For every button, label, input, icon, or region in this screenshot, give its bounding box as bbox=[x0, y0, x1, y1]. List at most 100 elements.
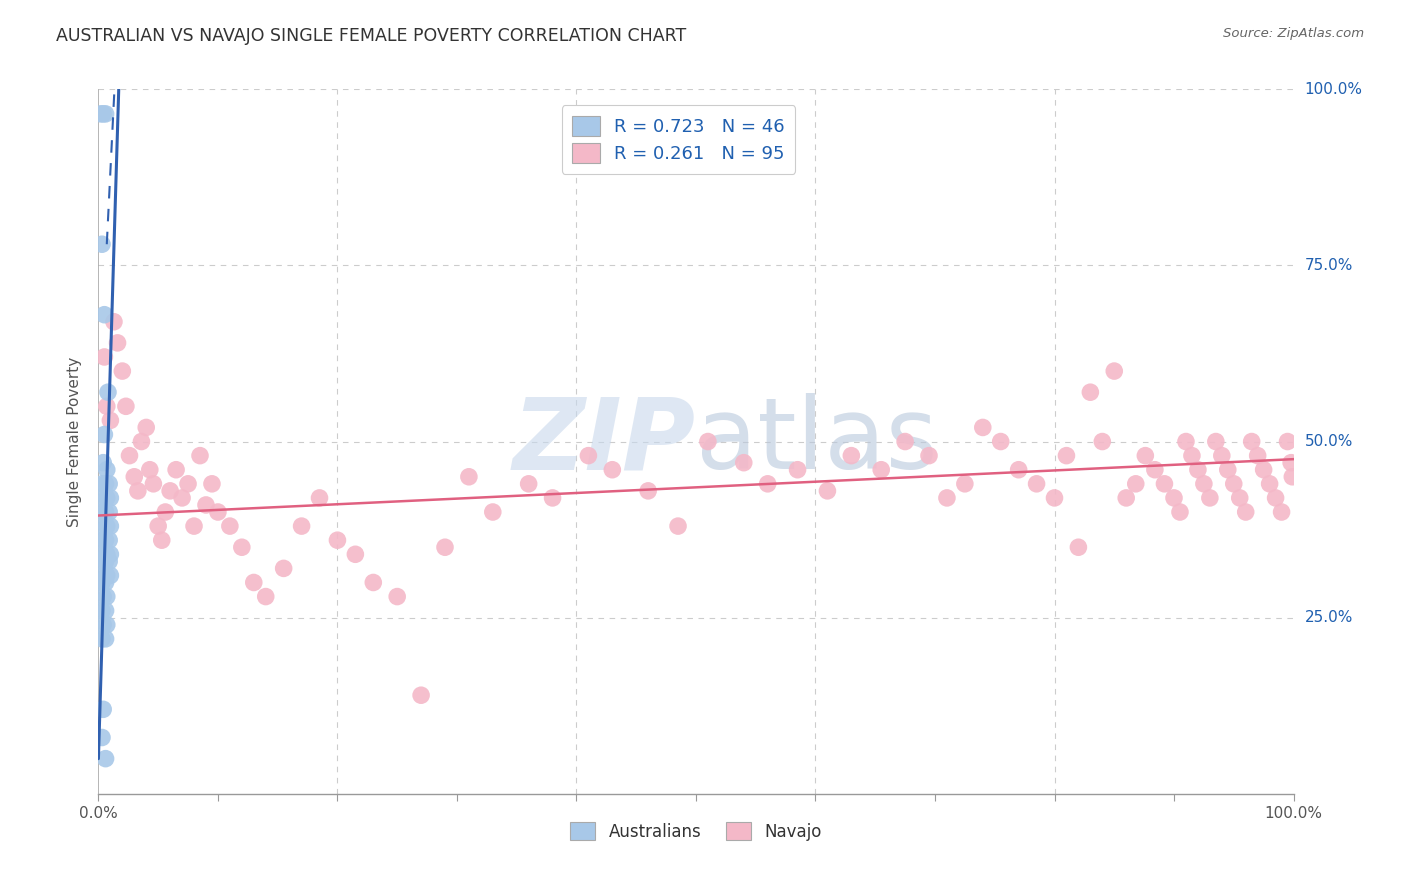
Text: ZIP: ZIP bbox=[513, 393, 696, 490]
Point bbox=[188, 449, 211, 463]
Point bbox=[1199, 491, 1222, 505]
Point bbox=[1271, 505, 1294, 519]
Point bbox=[1008, 463, 1031, 477]
Point bbox=[91, 533, 114, 548]
Point bbox=[1115, 491, 1137, 505]
Point bbox=[91, 590, 114, 604]
Point bbox=[96, 590, 118, 604]
Point bbox=[1181, 449, 1204, 463]
Point bbox=[172, 491, 194, 505]
Point bbox=[103, 315, 125, 329]
Point bbox=[94, 505, 117, 519]
Point bbox=[254, 590, 277, 604]
Point bbox=[841, 449, 863, 463]
Point bbox=[90, 107, 112, 121]
Point bbox=[91, 547, 114, 561]
Point bbox=[434, 541, 457, 555]
Point bbox=[96, 617, 118, 632]
Point bbox=[637, 483, 659, 498]
Point bbox=[91, 456, 114, 470]
Point bbox=[93, 308, 115, 322]
Point bbox=[177, 476, 200, 491]
Point bbox=[91, 519, 114, 533]
Point bbox=[231, 541, 253, 555]
Point bbox=[94, 575, 117, 590]
Point bbox=[96, 519, 118, 533]
Point bbox=[1168, 505, 1191, 519]
Point bbox=[159, 483, 181, 498]
Point bbox=[93, 350, 115, 364]
Point bbox=[91, 702, 114, 716]
Point bbox=[118, 449, 141, 463]
Point bbox=[94, 632, 117, 646]
Point bbox=[541, 491, 564, 505]
Point bbox=[1043, 491, 1066, 505]
Point bbox=[1279, 456, 1302, 470]
Point bbox=[127, 483, 149, 498]
Point bbox=[953, 476, 976, 491]
Point bbox=[1216, 463, 1239, 477]
Point bbox=[1187, 463, 1209, 477]
Text: Source: ZipAtlas.com: Source: ZipAtlas.com bbox=[1223, 27, 1364, 40]
Text: atlas: atlas bbox=[696, 393, 938, 490]
Point bbox=[96, 491, 118, 505]
Point bbox=[98, 491, 122, 505]
Point bbox=[94, 107, 117, 121]
Point bbox=[894, 434, 917, 449]
Point bbox=[98, 476, 121, 491]
Point bbox=[1067, 541, 1090, 555]
Point bbox=[139, 463, 162, 477]
Point bbox=[94, 476, 117, 491]
Point bbox=[1192, 476, 1215, 491]
Point bbox=[385, 590, 409, 604]
Point bbox=[91, 575, 114, 590]
Legend: Australians, Navajo: Australians, Navajo bbox=[562, 814, 830, 849]
Point bbox=[201, 476, 224, 491]
Point bbox=[91, 491, 114, 505]
Point bbox=[1153, 476, 1175, 491]
Point bbox=[990, 434, 1012, 449]
Point bbox=[98, 519, 122, 533]
Point bbox=[1281, 469, 1303, 483]
Point bbox=[1234, 505, 1257, 519]
Point bbox=[1229, 491, 1251, 505]
Point bbox=[195, 498, 218, 512]
Point bbox=[517, 476, 540, 491]
Point bbox=[98, 413, 122, 427]
Text: AUSTRALIAN VS NAVAJO SINGLE FEMALE POVERTY CORRELATION CHART: AUSTRALIAN VS NAVAJO SINGLE FEMALE POVER… bbox=[56, 27, 686, 45]
Point bbox=[91, 731, 114, 745]
Point bbox=[1277, 434, 1299, 449]
Point bbox=[94, 751, 117, 765]
Point bbox=[1175, 434, 1198, 449]
Point bbox=[97, 385, 120, 400]
Point bbox=[91, 107, 114, 121]
Text: 100.0%: 100.0% bbox=[1305, 82, 1362, 96]
Point bbox=[481, 505, 505, 519]
Point bbox=[91, 554, 114, 568]
Point bbox=[219, 519, 242, 533]
Point bbox=[308, 491, 330, 505]
Point bbox=[697, 434, 720, 449]
Point bbox=[94, 554, 117, 568]
Point bbox=[94, 533, 117, 548]
Point bbox=[91, 604, 114, 618]
Point bbox=[165, 463, 187, 477]
Point bbox=[458, 469, 481, 483]
Point bbox=[1080, 385, 1102, 400]
Point bbox=[94, 604, 117, 618]
Point bbox=[1258, 476, 1281, 491]
Point bbox=[756, 476, 779, 491]
Point bbox=[124, 469, 146, 483]
Point bbox=[91, 505, 114, 519]
Point bbox=[936, 491, 959, 505]
Point bbox=[96, 547, 118, 561]
Point bbox=[411, 688, 433, 702]
Point bbox=[183, 519, 205, 533]
Point bbox=[602, 463, 624, 477]
Point bbox=[1253, 463, 1275, 477]
Point bbox=[326, 533, 349, 548]
Point bbox=[1104, 364, 1126, 378]
Point bbox=[1211, 449, 1233, 463]
Point bbox=[1205, 434, 1227, 449]
Point bbox=[363, 575, 385, 590]
